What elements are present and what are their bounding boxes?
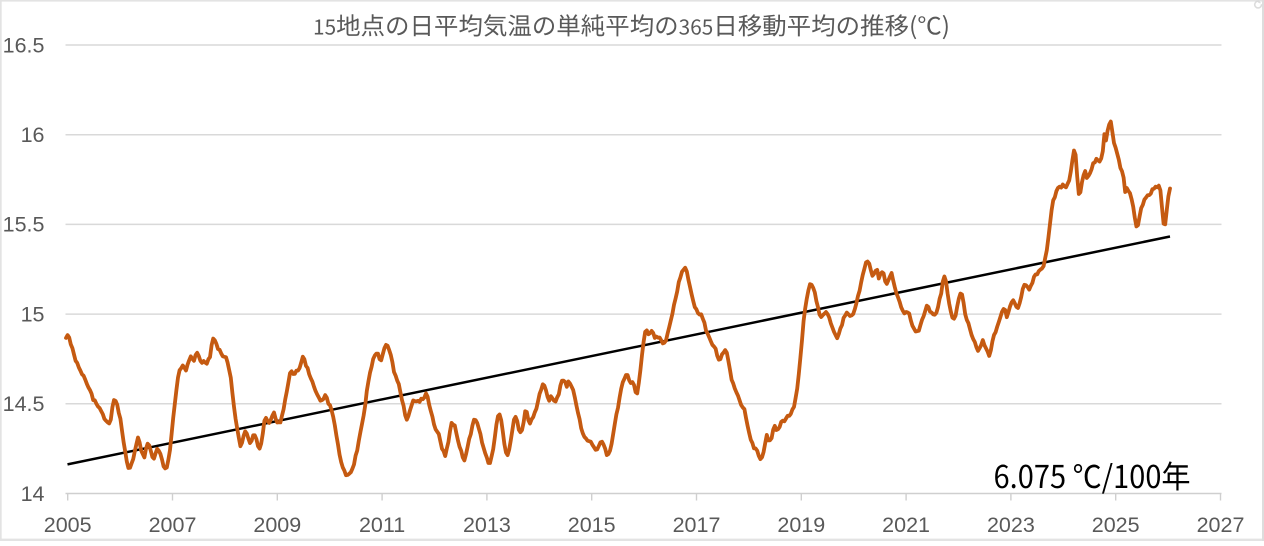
svg-text:15.5: 15.5	[3, 213, 45, 237]
svg-text:2013: 2013	[463, 513, 511, 537]
svg-text:2027: 2027	[1197, 513, 1245, 537]
svg-text:2009: 2009	[253, 513, 301, 537]
svg-text:2019: 2019	[777, 513, 825, 537]
svg-text:2023: 2023	[987, 513, 1035, 537]
svg-text:2015: 2015	[568, 513, 616, 537]
svg-text:2011: 2011	[359, 513, 405, 537]
svg-text:2025: 2025	[1092, 513, 1140, 537]
svg-text:16.5: 16.5	[3, 33, 45, 57]
svg-text:16: 16	[21, 123, 45, 147]
svg-text:2005: 2005	[44, 513, 92, 537]
svg-text:14.5: 14.5	[3, 392, 45, 416]
svg-text:14: 14	[21, 482, 45, 506]
svg-text:2007: 2007	[149, 513, 197, 537]
svg-text:2017: 2017	[673, 513, 721, 537]
svg-text:15: 15	[21, 302, 45, 326]
svg-text:2021: 2021	[882, 513, 930, 537]
